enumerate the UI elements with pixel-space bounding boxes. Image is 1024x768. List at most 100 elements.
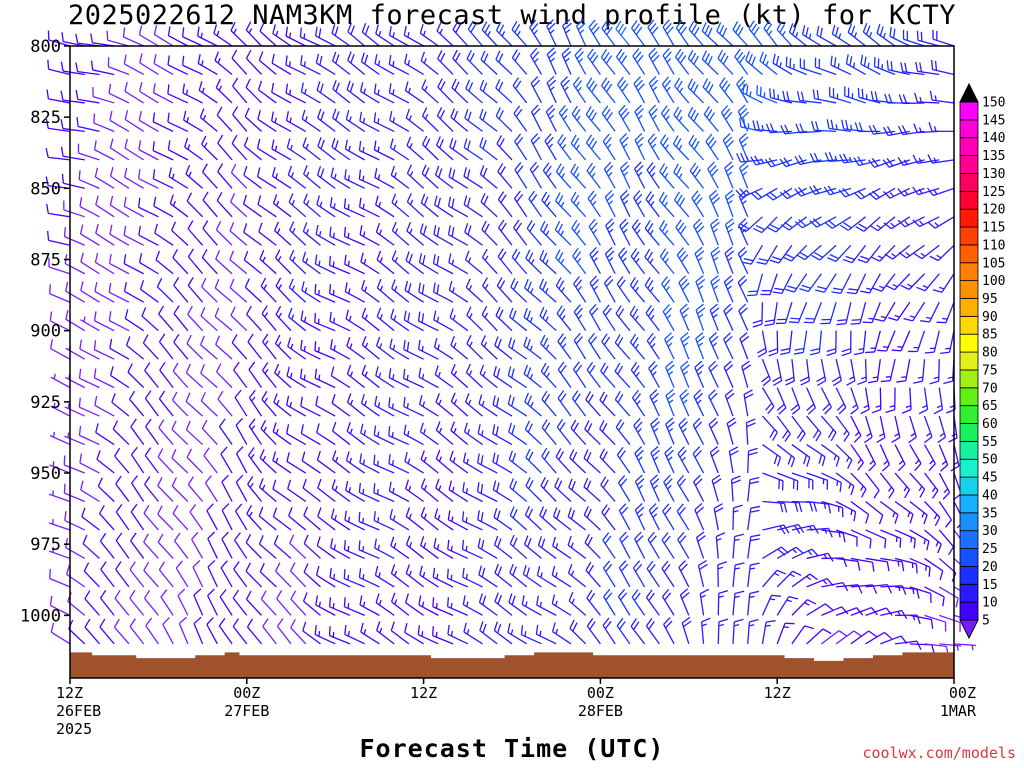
wind-barb (329, 255, 351, 275)
wind-barb (450, 364, 469, 389)
wind-barb (450, 421, 469, 446)
wind-barb (65, 309, 86, 332)
wind-barb (84, 590, 100, 616)
wind-barb (99, 504, 115, 531)
wind-barb (600, 362, 616, 389)
wind-barb (662, 304, 675, 332)
wind-barb (463, 622, 483, 645)
wind-barb (436, 22, 454, 47)
wind-barb (523, 364, 542, 389)
wind-barb (761, 358, 771, 387)
wind-barb (217, 390, 233, 417)
wind-barb (403, 310, 424, 332)
wind-barb (891, 415, 901, 443)
wind-barb (644, 219, 660, 246)
wind-barb (632, 48, 646, 75)
wind-barb (927, 216, 955, 229)
wind-barb (171, 221, 189, 246)
colorbar-bottom-arrow (959, 619, 979, 640)
wind-barb (615, 419, 631, 445)
wind-barb (495, 306, 513, 332)
wind-barb (374, 538, 395, 560)
wind-barb (124, 81, 145, 104)
wind-barb (492, 480, 513, 503)
wind-barb (329, 226, 351, 246)
wind-barb (762, 524, 790, 535)
wind-barb (145, 418, 159, 445)
wind-barb (814, 57, 837, 76)
wind-barb (158, 305, 174, 332)
wind-barb (231, 49, 248, 75)
wind-barb (850, 472, 867, 498)
wind-barb (314, 368, 336, 389)
wind-barb (461, 511, 483, 531)
wind-barb (857, 244, 881, 264)
wind-barb (536, 595, 557, 616)
wind-barb (820, 302, 837, 325)
wind-barb (795, 123, 822, 134)
wind-barb (347, 22, 366, 47)
wind-barb (388, 481, 410, 503)
wind-barb (524, 278, 542, 303)
wind-barb (708, 389, 719, 417)
wind-barb (77, 143, 100, 161)
wind-barb (555, 448, 572, 474)
wind-barb (466, 306, 483, 332)
wind-barb (816, 359, 827, 386)
wind-barb (850, 606, 878, 616)
wind-barb (257, 195, 277, 218)
colorbar-segment (959, 476, 979, 496)
wind-barb (619, 218, 631, 246)
wind-barb (435, 421, 454, 446)
wind-barb (187, 305, 204, 332)
wind-barb (376, 278, 395, 303)
wind-barb (679, 588, 690, 616)
wind-barb (300, 310, 321, 332)
wind-barb (806, 444, 826, 467)
wind-barb (842, 244, 867, 264)
wind-barb (138, 25, 159, 47)
wind-barb (618, 104, 631, 132)
x-tick-label: 00Z (949, 684, 976, 702)
wind-barb (747, 590, 760, 616)
wind-barb (245, 562, 262, 588)
colorbar-segment (959, 369, 979, 389)
wind-barb (50, 339, 71, 360)
wind-barb (259, 449, 277, 474)
wind-barb (78, 425, 100, 446)
wind-barb (343, 198, 365, 218)
wind-barb (99, 618, 115, 645)
wind-barb (390, 564, 410, 588)
wind-barb (541, 191, 557, 218)
wind-barb (243, 166, 262, 189)
colorbar-label: 10 (982, 596, 998, 611)
wind-barb (879, 444, 890, 472)
wind-barb (376, 250, 395, 275)
wind-barb (747, 618, 759, 644)
wind-barb (437, 78, 454, 104)
wind-barb (492, 395, 513, 417)
wind-barb (494, 336, 513, 360)
wind-barb (234, 503, 248, 531)
wind-barb (791, 625, 814, 645)
wind-barb (850, 415, 862, 443)
colorbar: 5 10 15 20 25 30 35 40 45 50 55 60 65 70 75 80 85 90 95 100… (959, 82, 1005, 640)
wind-barb (207, 531, 218, 559)
wind-barb (767, 216, 793, 233)
wind-barb (831, 359, 842, 387)
wind-barb (143, 561, 159, 588)
wind-barb (850, 529, 872, 549)
wind-barb (723, 332, 734, 360)
wind-barb (168, 167, 189, 189)
wind-barb (330, 167, 351, 189)
wind-barb (375, 222, 395, 246)
wind-barb (762, 472, 784, 491)
wind-barb (49, 311, 71, 332)
wind-barb (137, 197, 159, 218)
wind-barb (406, 192, 425, 218)
wind-barb (551, 622, 572, 645)
wind-barb (894, 500, 914, 524)
wind-barb (109, 138, 130, 161)
wind-barb (419, 223, 439, 246)
wind-barb (796, 91, 822, 104)
